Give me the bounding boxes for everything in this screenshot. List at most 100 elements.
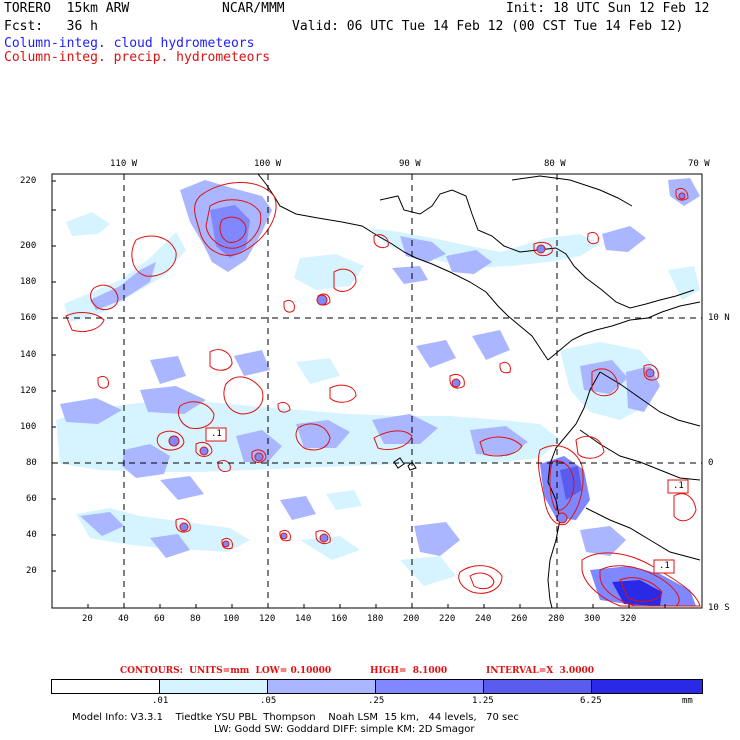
cloud-patch — [580, 526, 626, 556]
y-tick-label: 220 — [20, 176, 37, 186]
model-title: TORERO 15km ARW — [4, 1, 130, 16]
precip-contour — [295, 423, 331, 451]
y-tick-label: 120 — [20, 386, 37, 396]
contour-high: HIGH= 8.1000 — [370, 666, 448, 676]
forecast-hour: Fcst: 36 h — [4, 19, 98, 34]
contour-label-boxes — [205, 427, 689, 574]
precip-core — [319, 533, 329, 543]
coastline-caribbean — [555, 247, 695, 309]
cloud-patch — [560, 466, 582, 500]
precip-core — [316, 294, 328, 306]
precip-contour — [599, 565, 680, 607]
cloud-patch — [76, 508, 250, 552]
x-tick-label: 300 — [584, 614, 601, 624]
cloud-patch — [612, 580, 662, 606]
coastline-mexico — [257, 174, 549, 361]
y-tick-label: 20 — [26, 566, 37, 576]
cloud-patch — [370, 228, 600, 268]
lat-lon-grid — [52, 174, 702, 608]
country-border-2 — [579, 429, 701, 481]
legend-swatch — [267, 679, 377, 694]
precip-contour — [619, 577, 663, 602]
precip-core — [222, 540, 230, 548]
precip-contour — [458, 565, 503, 594]
cloud-patch — [236, 430, 282, 462]
precip-core — [451, 378, 461, 388]
precip-contour — [333, 268, 357, 292]
cloud-patch — [294, 254, 364, 290]
precip-contour — [209, 349, 233, 371]
precip-contour — [223, 376, 264, 415]
precip-core — [536, 244, 546, 254]
contour-units: CONTOURS: UNITS=mm LOW= 0.10000 — [120, 666, 332, 676]
lat-label: 0 — [708, 458, 714, 468]
legend-swatch — [591, 679, 703, 694]
cloud-patch — [414, 522, 460, 556]
lon-label: 100 W — [254, 159, 282, 169]
cloud-patch — [300, 536, 360, 560]
x-tick-label: 240 — [475, 614, 492, 624]
contour-label: .1 — [211, 429, 222, 439]
precip-contour — [499, 361, 511, 374]
cloud-patch — [90, 262, 156, 310]
legend-swatch — [375, 679, 485, 694]
cloud-patch — [60, 398, 122, 424]
cloud-patch — [66, 212, 110, 236]
y-tick-label: 100 — [20, 422, 37, 432]
precip-core — [280, 532, 288, 540]
cloud-patch — [400, 556, 456, 586]
cloud-field-label: Column-integ. cloud hydrometeors — [4, 36, 255, 51]
cloud-patch — [668, 178, 700, 206]
cloud-patch — [602, 226, 646, 252]
y-tick-label: 180 — [20, 277, 37, 287]
cloud-patch — [392, 266, 428, 284]
country-border-3 — [585, 507, 701, 561]
lon-label: 70 W — [688, 159, 710, 169]
coastline-yucatan — [379, 189, 557, 253]
lon-label: 80 W — [544, 159, 566, 169]
precip-contour — [90, 284, 119, 311]
cloud-patch — [416, 340, 456, 368]
precip-contour — [156, 430, 185, 451]
cloud-fill-layer — [56, 178, 700, 606]
lon-label: 90 W — [399, 159, 421, 169]
contour-interval: INTERVAL=X 3.0000 — [486, 666, 594, 676]
legend-tick: 6.25 — [580, 696, 602, 706]
legend-swatch — [51, 679, 161, 694]
precip-contour — [673, 493, 697, 522]
x-tick-label: 280 — [548, 614, 565, 624]
contour-label: .1 — [673, 481, 684, 491]
x-tick-label: 60 — [154, 614, 165, 624]
y-tick-label: 80 — [26, 458, 37, 468]
y-tick-label: 40 — [26, 530, 37, 540]
legend-tick: .25 — [368, 696, 385, 706]
precip-contour — [251, 449, 267, 463]
cloud-patch — [160, 476, 204, 500]
precip-field-label: Column-integ. precip. hydrometeors — [4, 50, 271, 65]
precip-contour — [591, 368, 619, 397]
precip-contour — [549, 460, 575, 511]
precip-contour — [315, 530, 331, 545]
precip-contour — [581, 552, 701, 607]
precip-contour — [575, 436, 605, 459]
precip-contour — [194, 182, 277, 256]
cloud-patch — [150, 356, 186, 384]
precip-contour — [175, 518, 191, 533]
precip-contour — [221, 537, 233, 550]
precip-contour — [217, 459, 231, 473]
precip-contour — [219, 216, 247, 243]
x-tick-label: 120 — [259, 614, 276, 624]
x-tick-label: 200 — [403, 614, 420, 624]
precip-contour — [65, 312, 105, 333]
legend-tick: .01 — [152, 696, 169, 706]
cloud-patch — [80, 512, 124, 536]
precip-contour — [479, 436, 523, 457]
y-tick-label: 140 — [20, 350, 37, 360]
y-tick-label: 160 — [20, 313, 37, 323]
precip-core — [645, 368, 655, 378]
precip-core — [254, 452, 264, 462]
cloud-patch — [470, 426, 528, 456]
precip-contour — [643, 364, 659, 381]
precip-contour — [537, 445, 584, 526]
